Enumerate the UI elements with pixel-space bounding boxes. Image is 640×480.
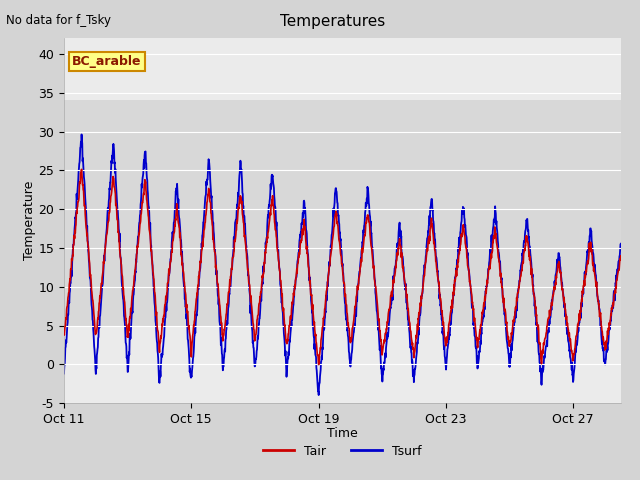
Text: BC_arable: BC_arable bbox=[72, 55, 142, 68]
Text: Temperatures: Temperatures bbox=[280, 14, 385, 29]
X-axis label: Time: Time bbox=[327, 427, 358, 440]
Bar bbox=[64, 100, 621, 325]
Legend: Tair, Tsurf: Tair, Tsurf bbox=[258, 440, 427, 463]
Text: No data for f_Tsky: No data for f_Tsky bbox=[6, 14, 111, 27]
Y-axis label: Temperature: Temperature bbox=[22, 181, 36, 261]
